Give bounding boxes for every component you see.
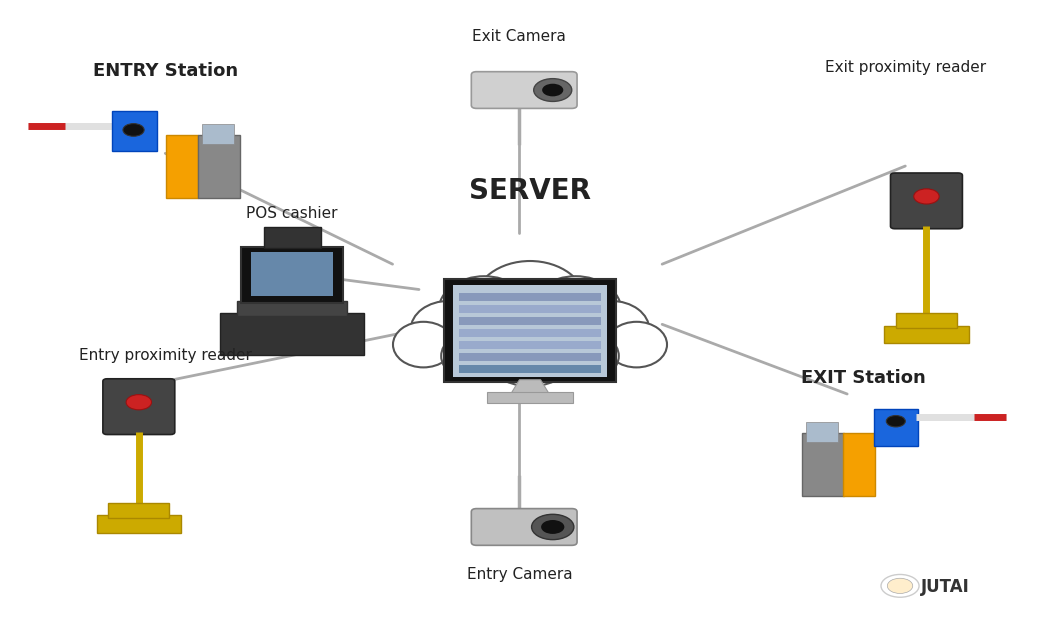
Ellipse shape — [474, 261, 586, 345]
FancyBboxPatch shape — [459, 365, 601, 373]
FancyBboxPatch shape — [103, 379, 175, 434]
Circle shape — [123, 123, 144, 136]
FancyBboxPatch shape — [487, 392, 573, 403]
FancyBboxPatch shape — [843, 432, 874, 496]
Ellipse shape — [530, 276, 621, 345]
Text: Entry Camera: Entry Camera — [466, 567, 572, 582]
Ellipse shape — [410, 301, 487, 358]
Circle shape — [126, 394, 152, 410]
FancyBboxPatch shape — [806, 422, 837, 442]
FancyBboxPatch shape — [884, 326, 969, 343]
Circle shape — [881, 574, 919, 597]
Circle shape — [914, 189, 939, 204]
FancyBboxPatch shape — [108, 503, 170, 518]
Ellipse shape — [606, 322, 667, 368]
Ellipse shape — [454, 287, 555, 364]
Circle shape — [542, 84, 563, 97]
FancyBboxPatch shape — [220, 313, 364, 355]
FancyBboxPatch shape — [459, 341, 601, 349]
FancyBboxPatch shape — [459, 293, 601, 301]
FancyBboxPatch shape — [202, 124, 234, 144]
Text: EXIT Station: EXIT Station — [800, 369, 925, 387]
FancyBboxPatch shape — [459, 353, 601, 361]
FancyBboxPatch shape — [112, 111, 157, 151]
Text: Entry proximity reader: Entry proximity reader — [78, 349, 251, 364]
FancyBboxPatch shape — [198, 135, 241, 198]
FancyBboxPatch shape — [801, 432, 844, 496]
Circle shape — [886, 415, 905, 427]
Circle shape — [541, 520, 564, 534]
FancyBboxPatch shape — [472, 509, 577, 545]
Polygon shape — [511, 380, 549, 394]
FancyBboxPatch shape — [444, 279, 616, 382]
Circle shape — [887, 578, 913, 593]
FancyBboxPatch shape — [459, 305, 601, 314]
FancyBboxPatch shape — [96, 515, 181, 533]
FancyBboxPatch shape — [242, 247, 342, 303]
FancyBboxPatch shape — [251, 252, 333, 296]
Text: ENTRY Station: ENTRY Station — [92, 62, 237, 80]
Text: SERVER: SERVER — [469, 177, 591, 205]
FancyBboxPatch shape — [459, 329, 601, 337]
Text: Exit Camera: Exit Camera — [473, 29, 566, 44]
Ellipse shape — [573, 301, 650, 358]
FancyBboxPatch shape — [454, 285, 606, 377]
Ellipse shape — [553, 331, 619, 381]
FancyBboxPatch shape — [166, 135, 198, 198]
FancyBboxPatch shape — [472, 72, 577, 108]
FancyBboxPatch shape — [896, 313, 957, 328]
Text: JUTAI: JUTAI — [921, 578, 970, 596]
FancyBboxPatch shape — [264, 227, 321, 248]
Text: Exit proximity reader: Exit proximity reader — [825, 60, 986, 76]
FancyBboxPatch shape — [890, 173, 962, 229]
Circle shape — [533, 79, 571, 101]
Ellipse shape — [393, 322, 454, 368]
Ellipse shape — [441, 331, 507, 381]
FancyBboxPatch shape — [237, 301, 347, 316]
Ellipse shape — [505, 287, 606, 364]
Text: POS cashier: POS cashier — [246, 206, 338, 221]
Circle shape — [531, 515, 573, 539]
Ellipse shape — [484, 318, 576, 387]
FancyBboxPatch shape — [873, 408, 918, 446]
Ellipse shape — [439, 276, 530, 345]
FancyBboxPatch shape — [459, 317, 601, 325]
